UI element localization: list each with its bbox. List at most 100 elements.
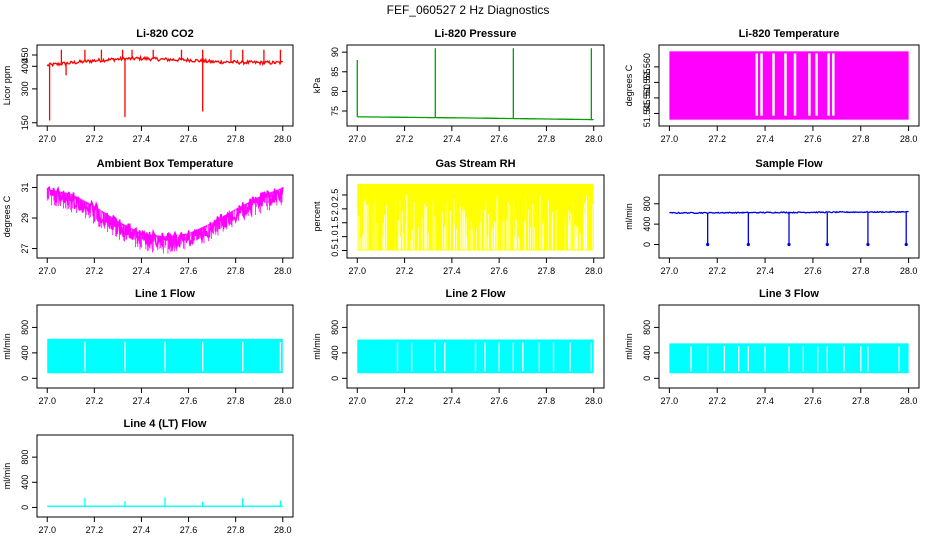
x-tick-label: 27.0 xyxy=(661,396,679,406)
x-tick-label: 27.6 xyxy=(804,134,822,144)
chart-title: Li-820 Pressure xyxy=(435,28,517,40)
band-gap xyxy=(772,53,775,116)
y-axis-label: ml/min xyxy=(2,333,12,360)
plot-frame xyxy=(346,44,605,127)
x-tick-label: 28.0 xyxy=(274,396,292,406)
y-tick-label: 51.550 xyxy=(642,84,652,112)
y-tick-label: 31 xyxy=(20,182,30,192)
x-tick-label: 27.6 xyxy=(490,396,508,406)
page-title: FEF_060527 2 Hz Diagnostics xyxy=(386,3,550,17)
y-tick-label: 800 xyxy=(642,196,652,211)
x-tick-label: 27.6 xyxy=(180,266,198,276)
chart-panel-3: Li-820 Temperature degrees C 27.0 27.2 27.4 2… xyxy=(624,28,920,144)
plot-frame xyxy=(658,174,920,259)
x-tick-label: 27.2 xyxy=(86,525,104,535)
y-tick-label: 300 xyxy=(20,81,30,96)
y-tick-label: 450 xyxy=(20,47,30,62)
x-tick-label: 27.8 xyxy=(538,396,556,406)
x-tick-label: 27.0 xyxy=(38,134,56,144)
band-gap xyxy=(832,53,835,116)
chart-title: Li-820 Temperature xyxy=(739,28,840,40)
plot-frame xyxy=(658,304,920,389)
band-gap xyxy=(808,53,811,116)
x-tick-label: 27.8 xyxy=(227,266,245,276)
y-tick-label: 0 xyxy=(20,505,30,510)
x-tick-label: 27.8 xyxy=(852,134,870,144)
x-tick-label: 28.0 xyxy=(585,396,603,406)
dip-point xyxy=(706,242,710,247)
y-tick-label: 0 xyxy=(642,376,652,381)
x-tick-label: 27.0 xyxy=(38,266,56,276)
x-tick-label: 27.6 xyxy=(180,134,198,144)
y-tick-label: 0 xyxy=(330,376,340,381)
x-tick-label: 27.2 xyxy=(86,396,104,406)
y-tick-label: 400 xyxy=(330,345,340,360)
x-tick-label: 27.8 xyxy=(227,134,245,144)
y-tick-label: 800 xyxy=(330,320,340,335)
y-tick-label: 150 xyxy=(20,115,30,130)
x-tick-label: 27.0 xyxy=(38,525,56,535)
chart-panel-9: Line 3 Flow ml/min 27.0 27.2 27.4 27.6 27.8 28.… xyxy=(624,288,920,406)
y-tick-label: 0.5 xyxy=(330,244,340,257)
x-tick-label: 27.0 xyxy=(349,396,367,406)
x-tick-label: 27.4 xyxy=(443,134,461,144)
chart-panel-7: Line 1 Flow ml/min 27.0 27.2 27.4 27.6 27.8 28.… xyxy=(2,288,294,406)
plot-frame xyxy=(658,44,920,127)
x-tick-label: 27.6 xyxy=(180,525,198,535)
y-tick-label: 0 xyxy=(642,242,652,247)
band-gap xyxy=(755,53,759,116)
series-line-1 xyxy=(357,116,594,121)
y-tick-label: 1.5 xyxy=(330,216,340,229)
x-tick-label: 27.2 xyxy=(396,396,414,406)
x-tick-label: 27.8 xyxy=(227,396,245,406)
value-band xyxy=(669,51,909,120)
chart-title: Line 1 Flow xyxy=(135,288,195,300)
band-gap xyxy=(760,53,763,116)
y-tick-label: 2.0 xyxy=(330,203,340,216)
x-tick-label: 27.6 xyxy=(490,266,508,276)
y-axis-label: ml/min xyxy=(2,463,12,490)
x-tick-label: 27.4 xyxy=(133,266,151,276)
series-line-1 xyxy=(46,54,283,68)
plot-frame xyxy=(36,304,294,389)
band-gap xyxy=(815,53,818,116)
x-tick-label: 28.0 xyxy=(585,134,603,144)
plot-frame xyxy=(36,174,294,259)
y-tick-label: 800 xyxy=(20,450,30,465)
dip-point xyxy=(787,242,791,247)
chart-panel-8: Line 2 Flow ml/min 27.0 27.2 27.4 27.6 27.8 28.… xyxy=(312,288,605,406)
x-tick-label: 27.4 xyxy=(133,396,151,406)
y-tick-label: 400 xyxy=(642,217,652,232)
y-tick-label: 800 xyxy=(642,320,652,335)
value-band xyxy=(357,183,594,251)
y-tick-label: 90 xyxy=(330,47,340,57)
x-tick-label: 27.2 xyxy=(396,266,414,276)
chart-title: Line 2 Flow xyxy=(446,288,506,300)
y-tick-label: 29 xyxy=(20,213,30,223)
x-tick-label: 27.4 xyxy=(133,134,151,144)
x-tick-label: 27.0 xyxy=(661,266,679,276)
y-tick-label: 800 xyxy=(20,320,30,335)
y-tick-label: 400 xyxy=(642,345,652,360)
x-tick-label: 28.0 xyxy=(900,396,918,406)
y-axis-label: ml/min xyxy=(624,333,634,360)
band-gap xyxy=(784,53,787,116)
x-tick-label: 28.0 xyxy=(274,134,292,144)
y-axis-label: kPa xyxy=(312,78,322,94)
x-tick-label: 27.2 xyxy=(86,266,104,276)
y-tick-label: 51.545 xyxy=(642,100,652,128)
y-axis-label: ml/min xyxy=(624,203,634,230)
chart-title: Line 3 Flow xyxy=(759,288,819,300)
x-tick-label: 27.4 xyxy=(756,266,774,276)
chart-panel-4: Ambient Box Temperature degrees C 27.0 27.2… xyxy=(2,158,294,276)
band-gap xyxy=(827,53,830,116)
y-axis-label: degrees C xyxy=(2,195,12,237)
chart-title: Gas Stream RH xyxy=(435,158,515,170)
x-tick-label: 27.2 xyxy=(86,134,104,144)
x-tick-label: 28.0 xyxy=(585,266,603,276)
x-tick-label: 27.8 xyxy=(852,396,870,406)
y-tick-label: 0 xyxy=(20,376,30,381)
y-axis-label: Licor ppm xyxy=(2,66,12,106)
x-tick-label: 27.6 xyxy=(490,134,508,144)
